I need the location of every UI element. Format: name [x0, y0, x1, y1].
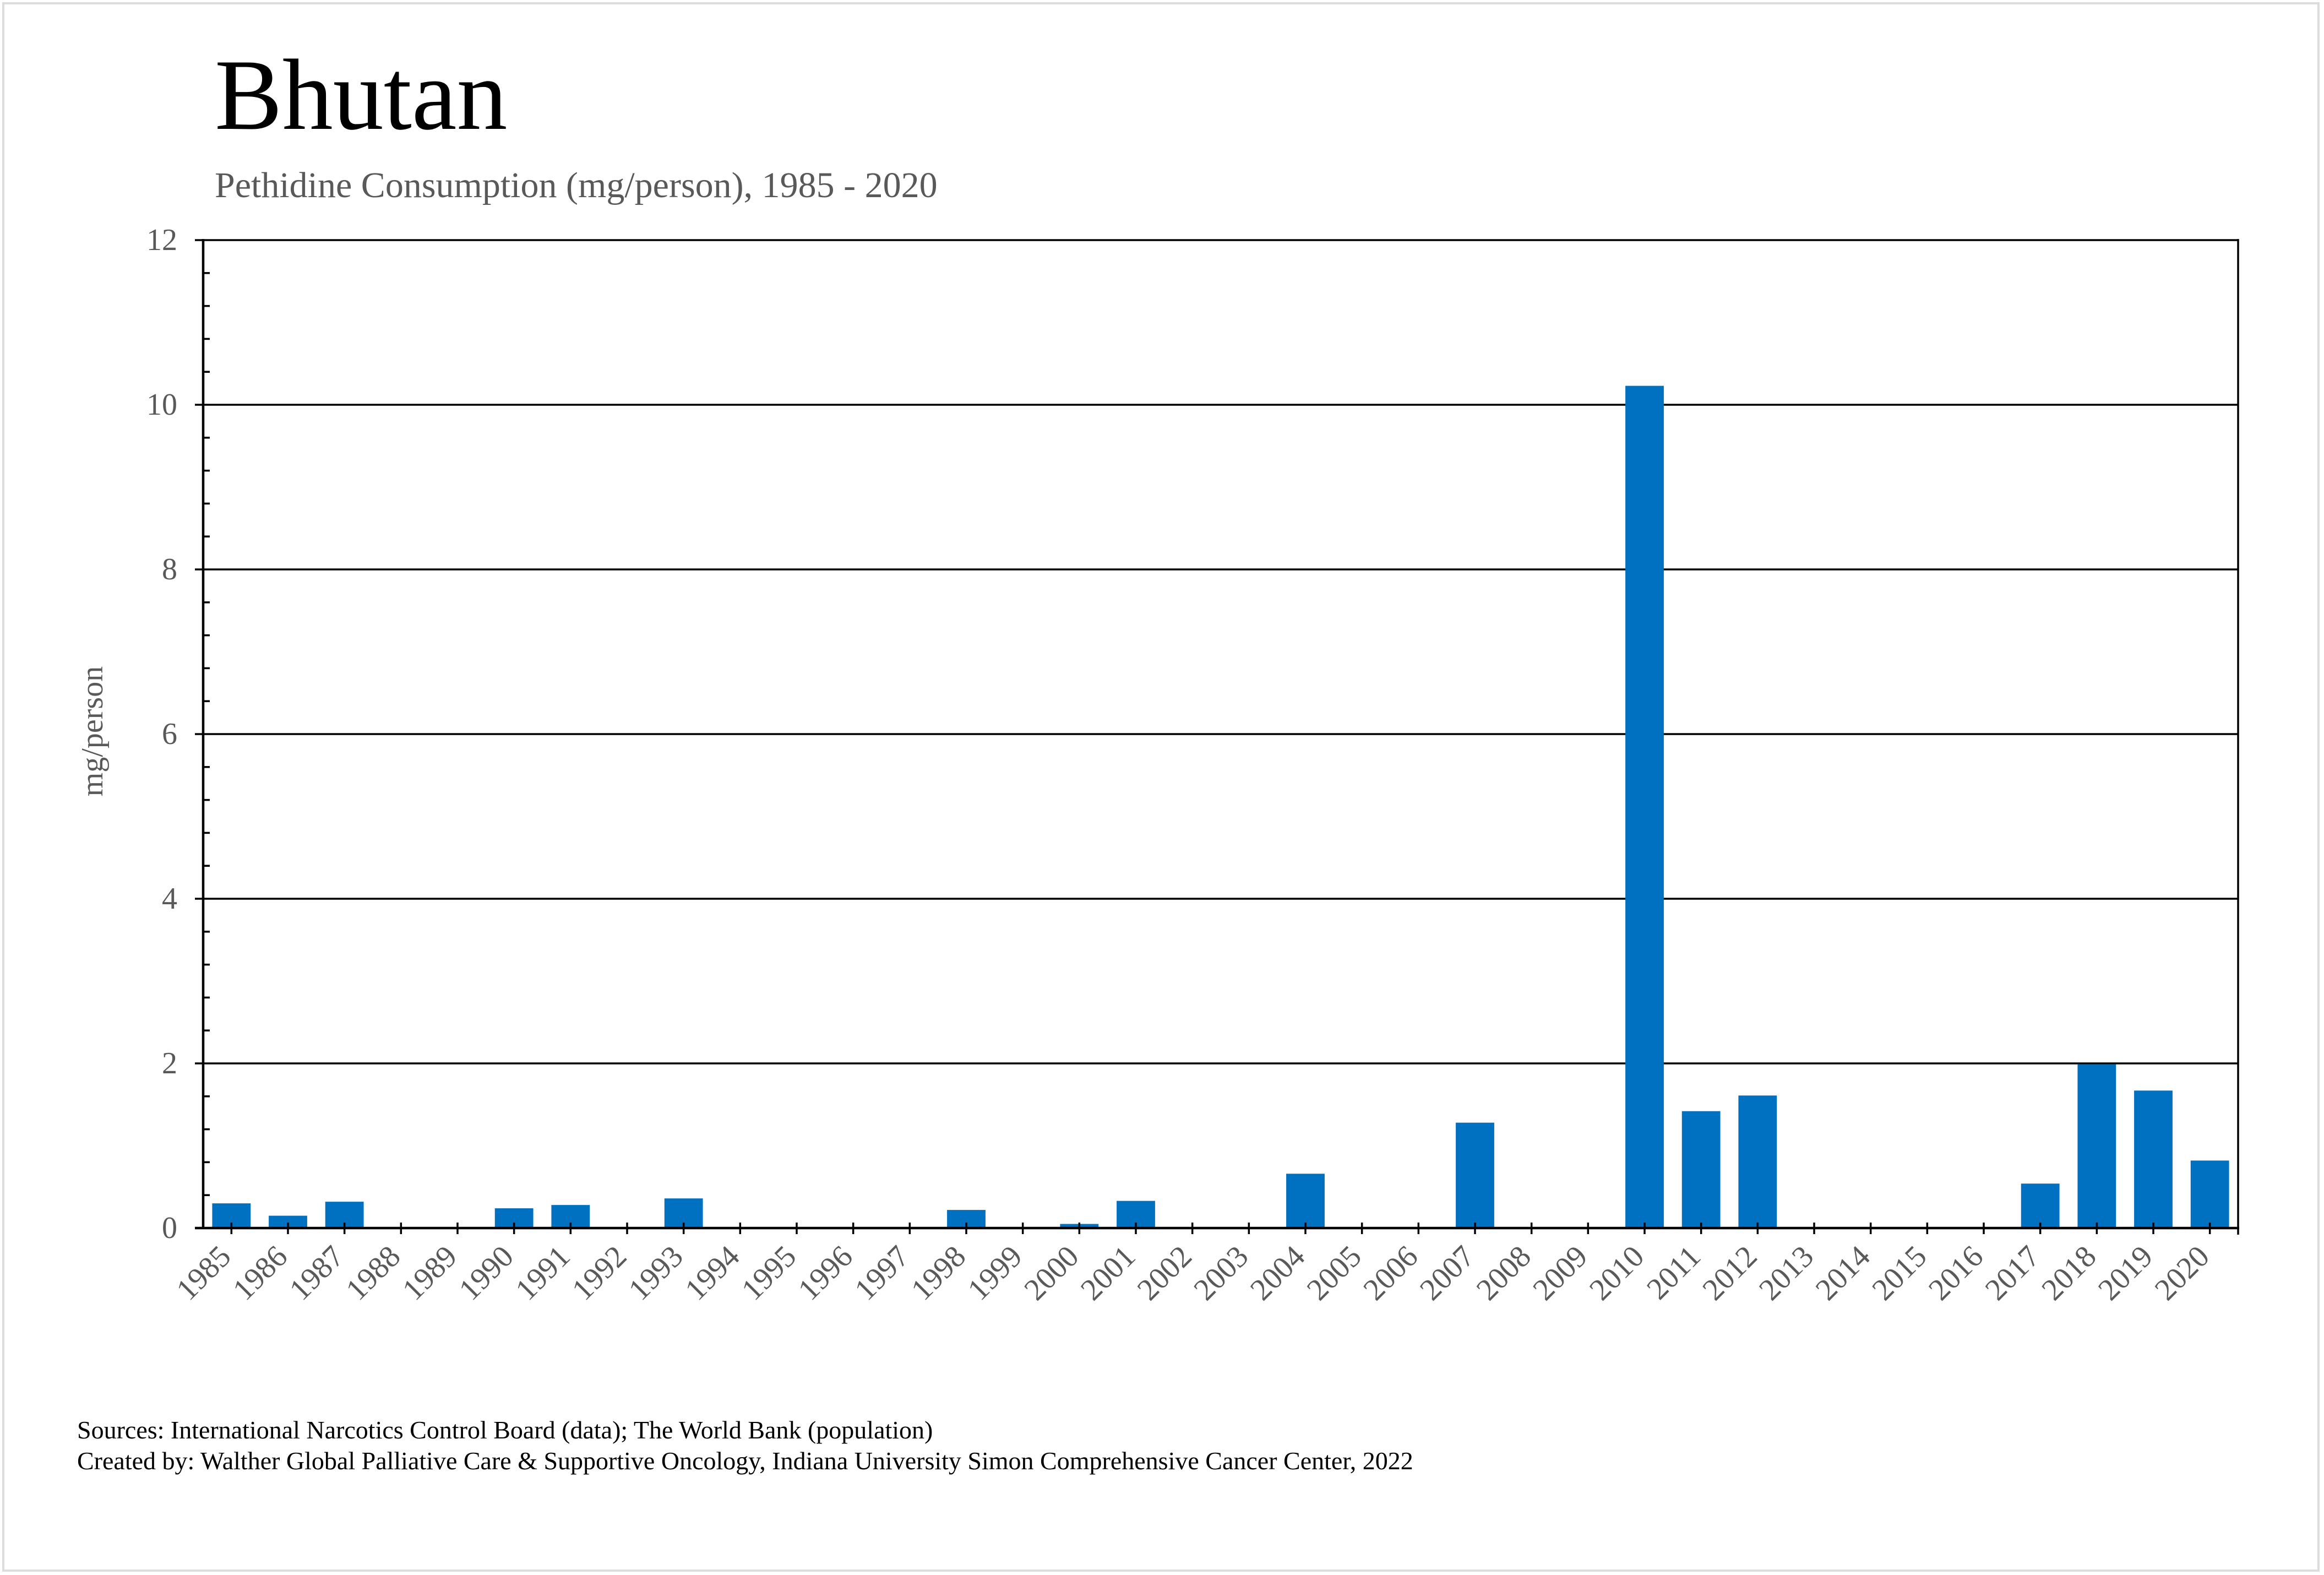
chart-subtitle: Pethidine Consumption (mg/person), 1985 … [215, 165, 938, 205]
y-tick-label-6: 6 [162, 717, 177, 751]
bar-2004 [1286, 1174, 1325, 1228]
x-tick-label-1996: 1996 [792, 1239, 859, 1307]
x-tick-label-2004: 2004 [1244, 1239, 1311, 1307]
x-tick-label-1993: 1993 [622, 1239, 690, 1307]
y-tick-label-4: 4 [162, 882, 177, 916]
axes [195, 239, 2239, 1235]
y-tick-label-0: 0 [162, 1211, 177, 1245]
y-axis-title: mg/person [75, 666, 110, 796]
x-tick-label-1986: 1986 [226, 1239, 294, 1307]
bar-1986 [269, 1215, 307, 1228]
bar-2012 [1738, 1095, 1777, 1228]
x-tick-label-1995: 1995 [735, 1239, 803, 1307]
x-tick-label-2012: 2012 [1696, 1239, 1764, 1307]
x-tick-label-1998: 1998 [905, 1239, 972, 1307]
gridlines [203, 239, 2238, 1065]
x-tick-label-1988: 1988 [339, 1239, 407, 1307]
x-tick-label-1997: 1997 [848, 1239, 916, 1307]
bar-2017 [2021, 1183, 2060, 1228]
x-tick-label-2008: 2008 [1470, 1239, 1538, 1307]
x-tick-label-1992: 1992 [565, 1239, 633, 1307]
bar-2011 [1681, 1111, 1721, 1228]
x-tick-label-2011: 2011 [1640, 1239, 1707, 1306]
x-tick-label-2010: 2010 [1583, 1239, 1651, 1307]
x-tick-label-2007: 2007 [1413, 1239, 1481, 1307]
x-tick-label-2014: 2014 [1809, 1239, 1877, 1307]
bar-2020 [2190, 1160, 2229, 1228]
x-tick-label-2013: 2013 [1752, 1239, 1820, 1307]
x-tick-label-2020: 2020 [2148, 1239, 2216, 1307]
x-tick-label-1985: 1985 [170, 1239, 237, 1307]
x-tick-label-2018: 2018 [2035, 1239, 2103, 1307]
x-tick-label-1990: 1990 [453, 1239, 520, 1307]
x-tick-label-1994: 1994 [678, 1239, 746, 1307]
y-tick-label-10: 10 [146, 388, 177, 422]
footer-sources: Sources: International Narcotics Control… [77, 1416, 933, 1444]
y-tick-label-8: 8 [162, 552, 177, 586]
x-tick-label-2005: 2005 [1300, 1239, 1368, 1307]
x-tick-label-2015: 2015 [1865, 1239, 1933, 1307]
x-tick-label-2016: 2016 [1922, 1239, 1990, 1307]
chart-title: Bhutan [215, 39, 508, 151]
y-tick-label-2: 2 [162, 1046, 177, 1080]
x-tick-label-1987: 1987 [283, 1239, 351, 1307]
bar-2010 [1625, 385, 1664, 1228]
x-tick-labels: 1985198619871988198919901991199219931994… [170, 1239, 2216, 1307]
bar-2019 [2134, 1090, 2173, 1228]
footer-created-by: Created by: Walther Global Palliative Ca… [77, 1447, 1413, 1475]
x-tick-label-1999: 1999 [961, 1239, 1029, 1307]
bars [212, 385, 2229, 1228]
x-tick-label-2006: 2006 [1357, 1239, 1424, 1307]
y-tick-labels: 0 2 4 6 8 10 12 [146, 223, 177, 1245]
x-tick-label-2019: 2019 [2092, 1239, 2159, 1307]
x-tick-label-2002: 2002 [1131, 1239, 1199, 1307]
y-tick-label-12: 12 [146, 223, 177, 257]
x-tick-label-2017: 2017 [1979, 1239, 2047, 1307]
bar-2007 [1456, 1122, 1494, 1228]
x-tick-label-1991: 1991 [509, 1239, 576, 1307]
x-tick-label-2009: 2009 [1526, 1239, 1594, 1307]
x-tick-label-2003: 2003 [1187, 1239, 1255, 1307]
x-tick-label-2000: 2000 [1017, 1239, 1085, 1307]
x-tick-label-1989: 1989 [396, 1239, 464, 1307]
x-tick-label-2001: 2001 [1074, 1239, 1142, 1307]
bar-2018 [2077, 1064, 2116, 1228]
